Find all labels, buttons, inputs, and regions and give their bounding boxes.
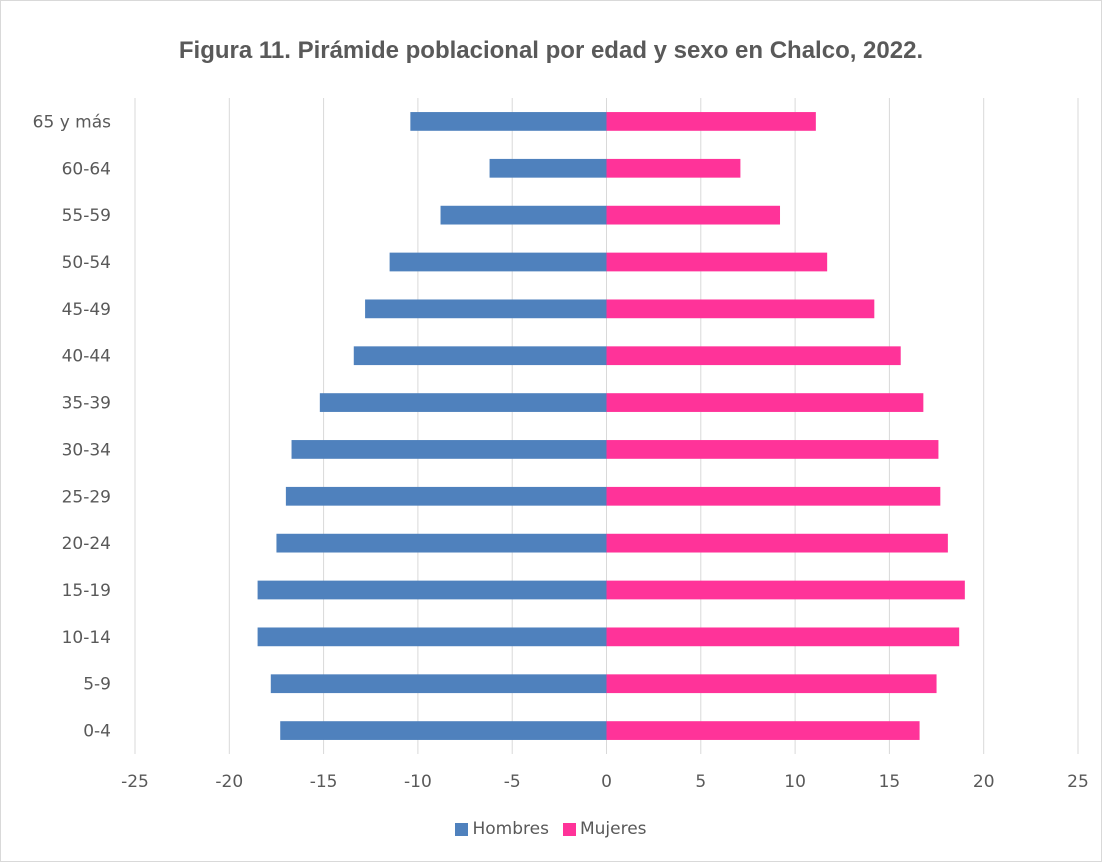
legend-swatch [562,822,576,836]
bar-hombres-35-39 [319,393,607,412]
y-category-label: 55-59 [62,206,111,226]
bar-hombres-50-54 [389,252,607,272]
bar-hombres-55-59 [440,205,607,225]
bar-mujeres-50-54 [606,252,828,272]
y-category-label: 25-29 [62,487,111,507]
bar-hombres-15-19 [257,580,607,600]
y-category-label: 40-44 [62,347,111,367]
x-tick-label: 20 [973,772,995,792]
bar-hombres-0-4 [280,721,607,740]
bar-mujeres-15-19 [606,580,965,600]
x-tick-label: 25 [1067,772,1089,792]
x-tick-label: 10 [784,772,806,792]
y-category-label: 15-19 [62,581,111,601]
legend: Hombres Mujeres [1,819,1101,839]
bar-mujeres-0-4 [606,721,920,740]
x-tick-label: -15 [310,772,338,792]
bar-mujeres-10-14 [606,627,960,647]
bar-mujeres-20-24 [606,533,948,553]
y-category-label: 0-4 [83,722,111,742]
x-tick-label: 5 [695,772,706,792]
bar-hombres-60-64 [489,158,607,178]
y-category-label: 5-9 [83,675,111,695]
legend-label: Hombres [472,819,549,839]
bar-mujeres-30-34 [606,440,939,459]
x-tick-label: 15 [879,772,901,792]
legend-item-mujeres: Mujeres [562,819,647,839]
x-tick-label: -5 [504,772,521,792]
x-tick-label: 0 [601,772,612,792]
gridlines [134,98,1079,754]
bar-mujeres-40-44 [606,346,901,366]
y-category-label: 60-64 [62,159,111,179]
bar-mujeres-5-9 [606,674,937,694]
bar-hombres-40-44 [353,346,607,366]
bar-mujeres-65-y-más [606,112,816,131]
legend-label: Mujeres [579,819,647,839]
bar-hombres-10-14 [257,627,607,647]
y-category-label: 20-24 [62,534,111,554]
y-category-label: 30-34 [62,440,111,460]
bar-hombres-5-9 [270,674,607,694]
bar-hombres-20-24 [276,533,607,553]
y-category-label: 50-54 [62,253,111,273]
y-category-label: 35-39 [62,394,111,414]
bar-mujeres-60-64 [606,158,741,178]
bar-hombres-30-34 [291,440,607,459]
y-category-label: 45-49 [62,300,111,320]
bar-mujeres-25-29 [606,486,941,506]
x-tick-label: -25 [121,772,149,792]
chart-title: Figura 11. Pirámide poblacional por edad… [178,37,924,64]
x-tick-label: -10 [404,772,432,792]
bars [257,112,965,740]
bar-hombres-45-49 [365,299,607,319]
bar-mujeres-45-49 [606,299,875,319]
x-tick-label: -20 [215,772,243,792]
bar-mujeres-35-39 [606,393,924,412]
y-category-label: 65 y más [33,112,111,132]
legend-swatch [455,822,469,836]
bar-hombres-65-y-más [410,112,607,131]
bar-mujeres-55-59 [606,205,781,225]
legend-item-hombres: Hombres [455,819,549,839]
y-category-label: 10-14 [62,628,111,648]
bar-hombres-25-29 [285,486,607,506]
axes: -25 -20 -15 -10 -5 0 5 10 15 20 25 0-4 5-9 10-14 15-19… [33,112,1089,792]
